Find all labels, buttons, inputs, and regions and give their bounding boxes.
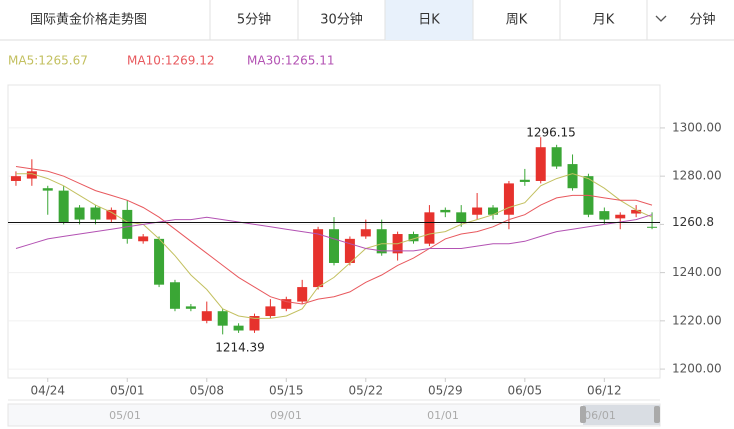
candle-body [551, 147, 562, 167]
candle-body [74, 207, 85, 220]
candle-body [360, 229, 371, 237]
tab-active-bg [385, 0, 473, 40]
y-tick-label: 1200.00 [672, 362, 722, 376]
candle-body [344, 238, 355, 263]
x-tick-label: 05/29 [428, 384, 463, 398]
candle-body [519, 179, 530, 182]
x-tick-label: 06/05 [508, 384, 543, 398]
candle-body [249, 316, 260, 331]
candle-body [106, 209, 117, 220]
candle-body [535, 147, 546, 181]
candle-body [169, 282, 180, 309]
candle-body [329, 229, 339, 263]
candle-body [615, 214, 626, 219]
x-tick-label: 04/24 [30, 384, 65, 398]
legend-entry: MA30:1265.11 [247, 54, 335, 68]
navigator-handle[interactable] [580, 406, 586, 423]
candle-body [647, 226, 658, 228]
ma-line [15, 214, 653, 252]
candle-body [90, 207, 101, 220]
navigator-label: 05/01 [109, 409, 141, 422]
candle-body [503, 183, 514, 215]
candle-body [10, 176, 21, 181]
candle-body [42, 188, 53, 191]
navigator-window[interactable] [583, 405, 660, 425]
legend-entry: MA10:1269.12 [127, 54, 215, 68]
candle-body [281, 299, 292, 309]
candle-body [58, 190, 69, 222]
candle-body [217, 311, 228, 326]
navigator-handle[interactable] [654, 406, 660, 423]
tab[interactable]: 5分钟 [237, 12, 271, 28]
navigator-label: 01/01 [427, 409, 459, 422]
tab[interactable]: 月K [593, 13, 615, 28]
y-tick-label: 1280.00 [672, 169, 722, 183]
last-price-label: 1260.8 [672, 215, 714, 229]
legend-entry: MA5:1265.67 [8, 54, 88, 68]
candle-body [376, 229, 387, 254]
candle-body [154, 238, 165, 285]
tab[interactable]: 30分钟 [320, 12, 363, 28]
x-tick-label: 05/01 [110, 384, 145, 398]
last-price-box [664, 214, 724, 231]
chart-title: 国际黄金价格走势图 [30, 12, 147, 28]
candle-body [567, 164, 578, 189]
candle-body [599, 211, 610, 220]
candle-body [408, 234, 419, 242]
candle-body [233, 325, 244, 331]
chevron [655, 15, 667, 22]
candle-body [185, 306, 196, 309]
y-tick-label: 1220.00 [672, 313, 722, 327]
y-tick-label: 1240.00 [672, 265, 722, 279]
candle-body [26, 171, 37, 179]
plot-frame [7, 84, 661, 379]
x-tick-label: 05/22 [349, 384, 384, 398]
candle-body [488, 207, 499, 215]
candle-body [440, 209, 451, 213]
candle-body [297, 287, 308, 302]
candle-body [122, 209, 133, 239]
x-tick-label: 05/08 [189, 384, 224, 398]
candle-body [313, 229, 324, 288]
candle-body [265, 306, 276, 317]
x-tick-label: 05/15 [269, 384, 304, 398]
candle-body [631, 209, 642, 214]
x-tick-label: 06/12 [587, 384, 622, 398]
tab[interactable]: 周K [506, 13, 528, 28]
annotation: 1214.39 [215, 341, 265, 355]
tab[interactable]: 日K [418, 13, 440, 28]
tab[interactable]: 分钟 [689, 12, 715, 28]
ma-line [16, 173, 653, 319]
navigator-label: 06/01 [584, 409, 616, 422]
tab-bar [0, 0, 734, 40]
candle-body [424, 212, 435, 244]
candle-body [456, 212, 467, 222]
candle-body [201, 311, 212, 321]
candle-body [472, 207, 483, 215]
navigator[interactable] [7, 403, 661, 427]
navigator-label: 09/01 [270, 409, 302, 422]
candle-body [138, 236, 149, 242]
y-tick-label: 1300.00 [672, 120, 722, 134]
annotation: 1296.15 [526, 126, 576, 140]
ma-line [15, 166, 653, 305]
